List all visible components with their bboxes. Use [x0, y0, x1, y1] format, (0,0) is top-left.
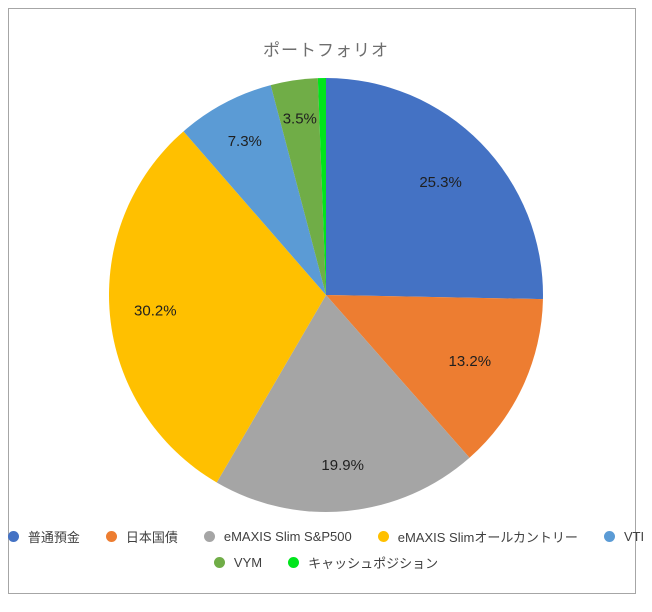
legend-row-1: 普通預金 日本国債 eMAXIS Slim S&P500 eMAXIS Slimオール… [0, 527, 652, 546]
legend-swatch-icon [288, 557, 300, 568]
pie-slice-1[interactable] [326, 78, 543, 300]
legend-label: eMAXIS Slim S&P500 [223, 529, 352, 544]
legend-swatch-icon [603, 531, 615, 542]
chart-title: ポートフォリオ [263, 41, 389, 60]
pie-slice-4[interactable] [109, 131, 326, 483]
legend-swatch-icon [203, 531, 215, 542]
legend-swatch-icon [377, 531, 389, 542]
legend-item-1[interactable]: 普通預金 [7, 527, 80, 546]
legend-swatch-icon [105, 531, 117, 542]
legend-item-4[interactable]: eMAXIS Slimオールカントリー [377, 527, 578, 546]
pie-slice-2[interactable] [326, 295, 543, 458]
legend-swatch-icon [213, 557, 225, 568]
pie-slice-5[interactable] [183, 85, 326, 295]
data-label-slice-3: 19.9% [321, 457, 364, 474]
data-label-slice-4: 30.2% [134, 303, 177, 320]
legend-item-2[interactable]: 日本国債 [105, 527, 178, 546]
pie-slice-6[interactable] [270, 78, 326, 296]
legend-swatch-icon [7, 531, 19, 542]
legend-item-5[interactable]: VTI [603, 529, 645, 544]
legend-label: 普通預金 [27, 530, 80, 545]
legend-label: VYM [233, 555, 263, 570]
data-label-slice-1: 25.3% [419, 174, 462, 191]
legend-label: VTI [623, 529, 645, 544]
legend-label: eMAXIS Slimオールカントリー [397, 530, 578, 545]
data-label-slice-2: 13.2% [449, 353, 492, 370]
legend-item-3[interactable]: eMAXIS Slim S&P500 [203, 529, 352, 544]
legend-row-2: VYM キャッシュポジション [0, 553, 652, 572]
legend-label: キャッシュポジション [308, 556, 439, 571]
pie-slice-3[interactable] [216, 295, 470, 512]
data-label-slice-5: 7.3% [228, 133, 262, 150]
legend-item-7[interactable]: キャッシュポジション [288, 553, 438, 572]
legend-label: 日本国債 [125, 530, 178, 545]
pie-slice-7[interactable] [317, 77, 326, 295]
legend-item-6[interactable]: VYM [213, 555, 263, 570]
data-label-slice-6: 3.5% [283, 111, 317, 128]
